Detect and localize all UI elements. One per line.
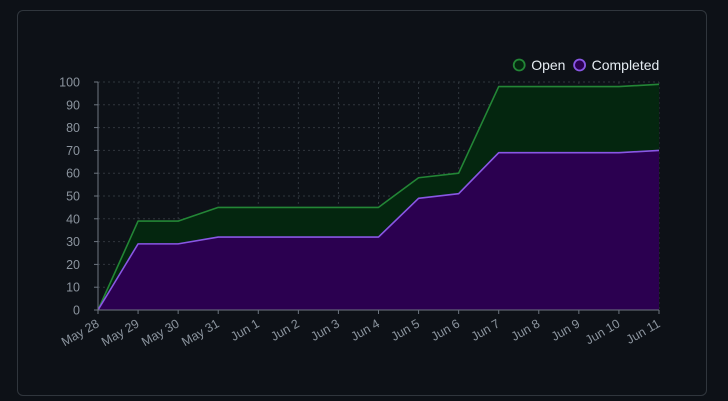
area-completed [98, 150, 659, 310]
x-tick-label: May 30 [139, 316, 182, 349]
x-tick-label: May 28 [59, 316, 102, 349]
x-tick-label: Jun 3 [308, 316, 342, 343]
x-tick-label: Jun 8 [509, 316, 543, 343]
x-tick-label: Jun 4 [349, 316, 383, 343]
series-areas [97, 83, 660, 311]
x-tick-label: May 31 [179, 316, 222, 349]
y-tick-label: 10 [66, 281, 80, 295]
x-tick-label: Jun 10 [583, 316, 623, 347]
x-tick-label: Jun 7 [469, 316, 503, 343]
legend-marker-completed [573, 58, 586, 72]
y-tick-label: 70 [66, 144, 80, 158]
x-tick-label: Jun 5 [389, 316, 423, 343]
legend-marker-open [512, 58, 526, 72]
axes [94, 81, 660, 314]
y-tick-label: 90 [66, 98, 80, 112]
x-tick-label: May 29 [99, 316, 142, 349]
y-tick-label: 0 [73, 304, 80, 318]
y-tick-label: 50 [66, 190, 80, 204]
y-tick-label: 80 [66, 121, 80, 135]
y-tick-label: 30 [66, 235, 80, 249]
x-tick-label: Jun 2 [268, 316, 302, 343]
x-tick-label: Jun 6 [429, 316, 463, 343]
y-tick-label: 40 [66, 212, 80, 226]
y-axis-ticks: 0 10 20 30 40 50 60 70 80 90 100 [59, 76, 80, 318]
legend: Completed Open [512, 57, 660, 73]
y-tick-label: 60 [66, 167, 80, 181]
legend-label-completed: Completed [592, 57, 660, 73]
y-tick-label: 100 [59, 76, 80, 90]
x-tick-label: Jun 9 [549, 316, 583, 343]
legend-label-open: Open [531, 57, 565, 73]
x-tick-label: Jun 1 [228, 316, 262, 343]
x-tick-label: Jun 11 [624, 316, 663, 346]
y-tick-label: 20 [66, 258, 80, 272]
